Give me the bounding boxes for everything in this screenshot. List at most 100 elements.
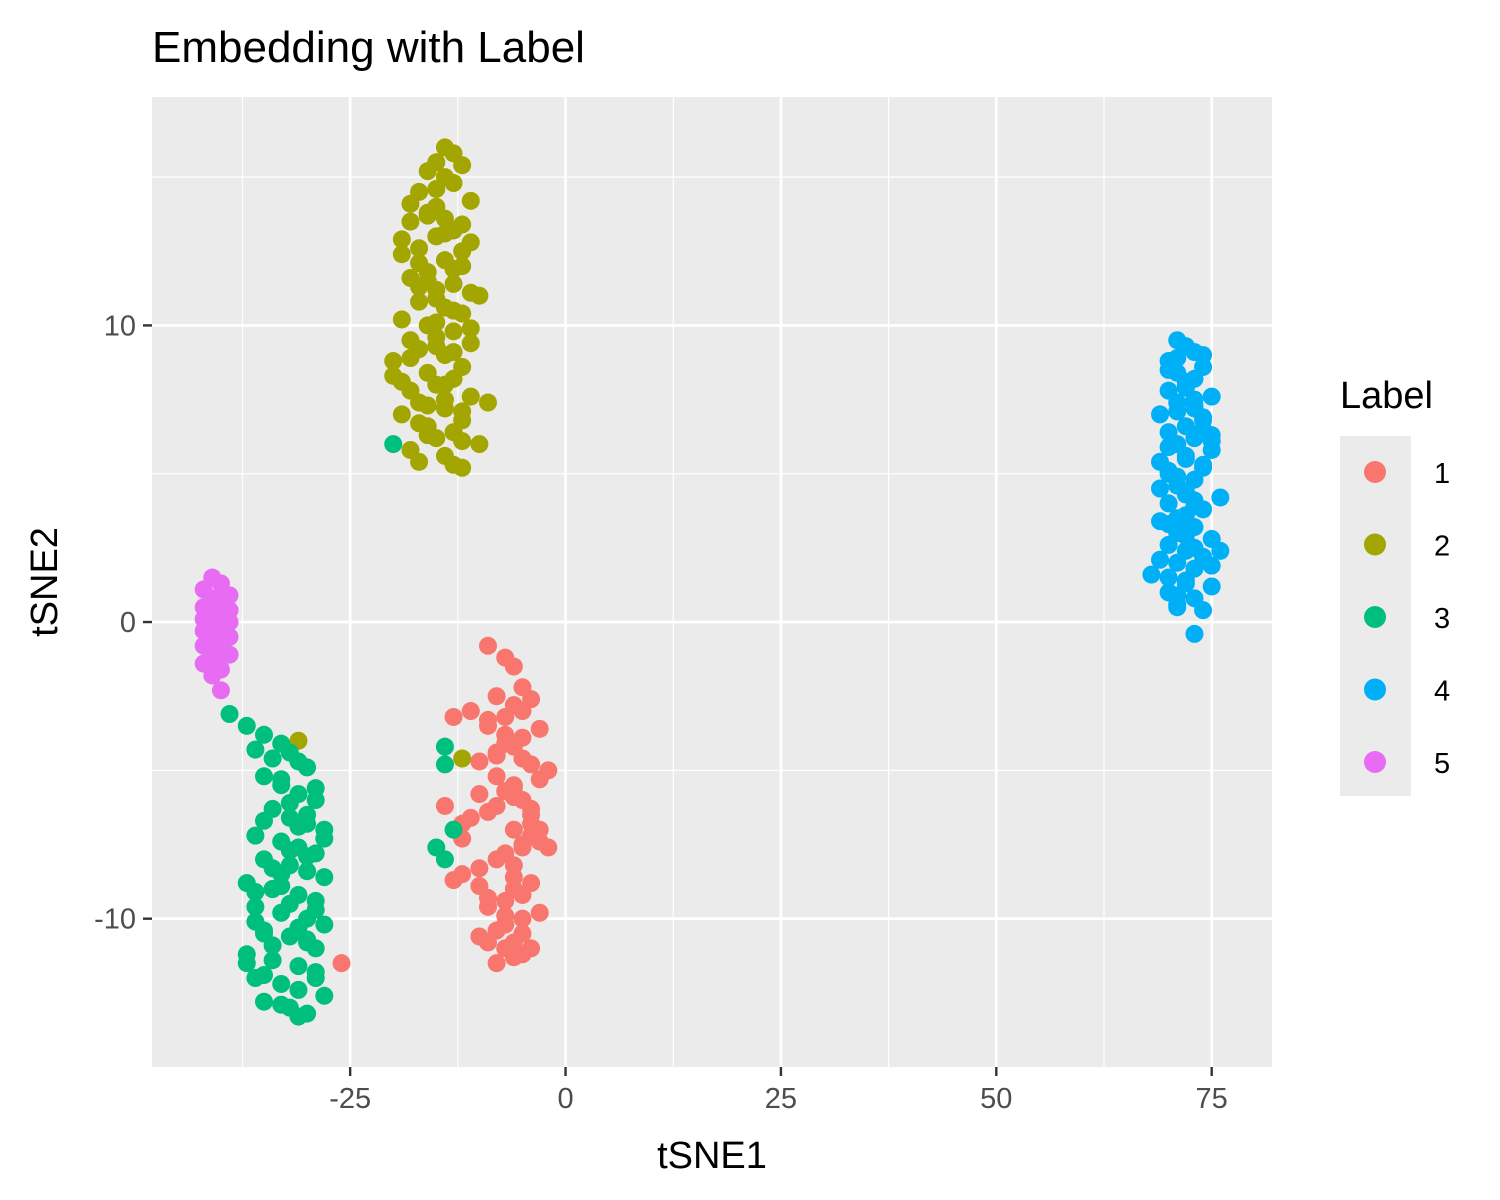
data-point-label-3	[280, 894, 299, 913]
data-point-label-4	[1151, 405, 1169, 424]
data-point-label-1	[513, 924, 532, 943]
data-point-label-3	[306, 779, 325, 798]
data-point-label-3	[263, 859, 282, 878]
data-point-label-4	[1168, 553, 1187, 572]
legend-key-5	[1364, 751, 1386, 773]
data-point-label-1	[461, 702, 480, 721]
data-point-label-4	[1151, 550, 1169, 569]
data-point-label-2	[444, 260, 463, 279]
data-point-label-4	[1185, 396, 1204, 415]
x-tick-label: 25	[765, 1083, 797, 1115]
data-point-label-2	[461, 191, 480, 210]
data-point-label-3	[255, 725, 273, 744]
data-point-label-1	[487, 767, 506, 786]
data-point-label-2	[453, 242, 472, 261]
data-point-label-4	[1202, 577, 1221, 596]
legend-key-1	[1364, 461, 1386, 483]
data-point-label-3	[315, 868, 334, 887]
data-point-label-1	[504, 856, 523, 875]
data-point-label-1	[487, 687, 506, 706]
data-point-label-1	[470, 752, 489, 771]
data-point-label-1	[513, 885, 532, 904]
data-point-label-3	[435, 737, 454, 756]
data-point-label-1	[530, 903, 549, 922]
data-point-label-3	[435, 850, 454, 869]
data-point-label-2	[461, 387, 480, 406]
data-point-label-2	[427, 313, 446, 332]
data-point-label-5	[211, 592, 230, 611]
data-point-label-2	[453, 749, 472, 768]
data-point-label-3	[255, 767, 273, 786]
data-point-label-3	[298, 847, 317, 866]
data-point-label-2	[384, 352, 403, 371]
data-point-label-3	[237, 716, 256, 735]
data-point-label-1	[435, 796, 454, 815]
data-point-label-1	[470, 859, 489, 878]
data-point-label-2	[410, 292, 429, 311]
data-point-label-1	[530, 770, 549, 789]
data-point-label-4	[1194, 601, 1213, 620]
data-point-label-3	[289, 957, 308, 976]
legend-label-1: 1	[1434, 458, 1450, 490]
data-point-label-3	[306, 900, 325, 919]
data-point-label-3	[315, 915, 334, 934]
data-point-label-1	[496, 707, 515, 726]
plot-panel	[152, 97, 1272, 1067]
data-point-label-2	[453, 402, 472, 421]
data-point-label-1	[513, 909, 532, 928]
data-point-label-3	[298, 930, 317, 949]
data-point-label-3	[444, 820, 463, 839]
data-point-label-1	[487, 850, 506, 869]
data-point-label-1	[487, 954, 506, 973]
data-point-label-4	[1159, 568, 1178, 587]
data-point-label-1	[470, 877, 489, 896]
data-point-label-2	[427, 289, 446, 308]
legend-label-2: 2	[1434, 531, 1450, 563]
data-point-label-2	[392, 310, 411, 329]
legend-key-4	[1364, 678, 1386, 701]
data-point-label-3	[272, 974, 291, 993]
data-point-label-3	[315, 829, 334, 848]
data-point-label-1	[522, 814, 541, 833]
chart-title: Embedding with Label	[152, 23, 585, 72]
data-point-label-1	[539, 838, 558, 857]
data-point-label-3	[272, 770, 291, 789]
data-point-label-1	[530, 719, 549, 738]
x-tick-label: 75	[1196, 1083, 1228, 1115]
data-point-label-3	[298, 862, 317, 881]
data-point-label-1	[513, 749, 532, 768]
data-point-label-4	[1185, 624, 1204, 643]
data-point-label-2	[435, 224, 454, 243]
data-point-label-1	[479, 710, 497, 729]
data-point-label-3	[315, 986, 334, 1005]
data-point-label-3	[289, 980, 308, 999]
data-point-label-3	[384, 435, 403, 454]
legend-label-3: 3	[1434, 603, 1450, 635]
data-point-label-1	[332, 954, 351, 973]
data-point-label-4	[1176, 378, 1195, 397]
data-point-label-3	[289, 752, 308, 771]
x-tick-label: 0	[557, 1083, 573, 1115]
data-point-label-4	[1168, 349, 1187, 368]
data-point-label-1	[513, 702, 532, 721]
data-point-label-4	[1159, 494, 1178, 513]
y-axis: -10 0 10	[94, 310, 152, 936]
data-point-label-2	[418, 426, 437, 445]
data-point-label-4	[1211, 488, 1230, 507]
data-point-label-2	[470, 435, 489, 454]
data-point-label-4	[1176, 527, 1195, 546]
data-point-label-3	[289, 1007, 308, 1026]
data-point-label-3	[255, 992, 273, 1011]
grid-minor	[152, 97, 1272, 1067]
data-point-label-3	[255, 924, 273, 943]
data-point-label-1	[470, 785, 489, 804]
data-point-label-3	[246, 826, 265, 845]
data-point-label-2	[401, 349, 420, 368]
data-point-label-2	[392, 245, 411, 264]
y-tick-label: -10	[94, 904, 136, 936]
data-point-label-2	[435, 390, 454, 409]
data-point-label-4	[1194, 455, 1213, 474]
data-point-label-3	[263, 749, 282, 768]
data-point-label-2	[444, 301, 463, 320]
data-point-label-3	[280, 841, 299, 860]
